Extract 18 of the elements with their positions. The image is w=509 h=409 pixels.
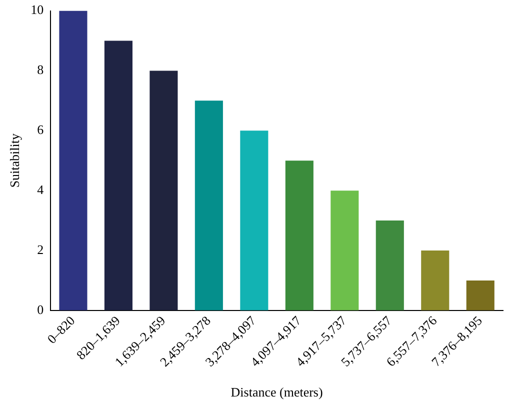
bar: [194, 100, 223, 310]
bar: [330, 190, 359, 310]
y-axis-title: Suitability: [7, 133, 22, 188]
bar: [376, 220, 404, 310]
bar: [59, 10, 88, 310]
y-tick-label: 6: [37, 122, 44, 138]
bar: [466, 280, 494, 310]
bar: [104, 40, 132, 310]
y-tick-label: 8: [37, 62, 44, 78]
bar: [421, 250, 450, 310]
y-tick-label: 0: [37, 302, 44, 317]
x-axis-title: Distance (meters): [230, 384, 323, 400]
bar: [285, 160, 314, 310]
bar: [150, 70, 178, 310]
y-tick-label: 10: [30, 2, 44, 18]
bar: [240, 130, 268, 310]
y-tick-label: 4: [37, 182, 44, 197]
y-tick-label: 2: [37, 242, 44, 257]
